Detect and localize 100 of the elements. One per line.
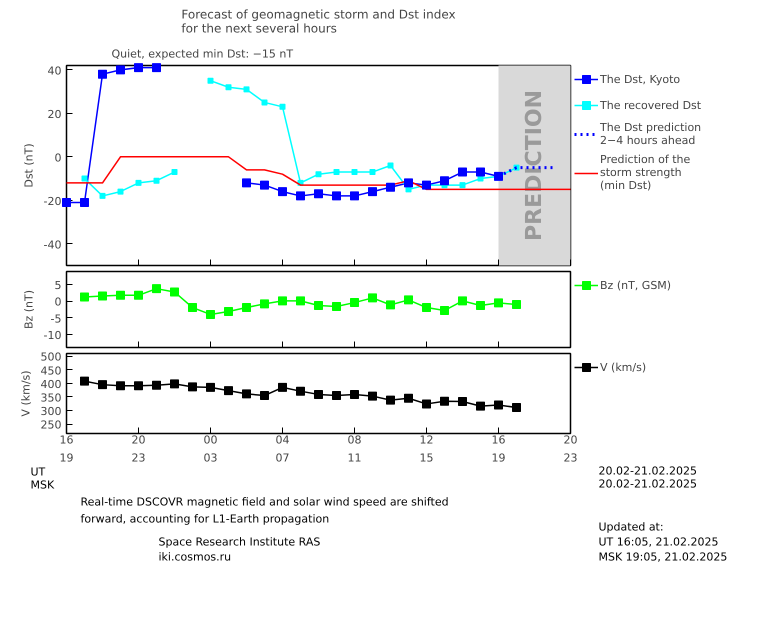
x2-tick-label: 11 [348, 452, 362, 464]
legend-label: The recovered Dst [600, 98, 702, 112]
text: MSK [30, 478, 55, 492]
point [440, 176, 449, 186]
point [278, 382, 287, 392]
point [280, 104, 286, 110]
y-tick-label: -10 [44, 328, 62, 342]
point [134, 290, 143, 300]
y-tick-label: 40 [48, 64, 62, 78]
point [260, 180, 269, 190]
y-tick-label: 0 [54, 296, 62, 309]
point [458, 296, 467, 306]
point [116, 381, 125, 390]
point [296, 296, 305, 306]
point [316, 171, 322, 178]
point [422, 399, 431, 408]
x2-tick-label: 23 [564, 452, 578, 464]
point [98, 291, 107, 300]
x-tick-label: 08 [348, 434, 362, 446]
point [476, 402, 485, 411]
point [278, 187, 287, 196]
point [512, 300, 521, 310]
point [314, 189, 323, 198]
point [154, 178, 160, 184]
y-tick-label: 450 [40, 364, 62, 378]
point [332, 302, 341, 312]
point [296, 191, 305, 200]
x-tick-label: 16 [60, 434, 74, 446]
chart-title: Forecast of geomagnetic storm and Dst index for the next several hours [181, 8, 456, 36]
point [152, 284, 161, 294]
point [134, 381, 143, 390]
point [368, 293, 377, 302]
y-tick-label: 350 [40, 391, 62, 404]
y-tick-label: 500 [40, 350, 62, 364]
point [296, 386, 305, 396]
legend-label: Bz (nT, GSM) [600, 278, 672, 292]
point [334, 169, 340, 176]
y-tick-label: -5 [50, 312, 62, 326]
text: Quiet, expected min Dst: −15 nT [112, 48, 294, 60]
y-tick-label: 400 [40, 378, 62, 391]
y-axis-title: Dst (nT) [22, 143, 36, 188]
point [476, 301, 485, 310]
band-label: PREDICTION [522, 90, 547, 241]
point [422, 303, 431, 312]
x2-tick-label: 07 [276, 452, 290, 464]
text: UT 16:05, 21.02.2025 [598, 536, 718, 548]
point [134, 63, 143, 72]
point [404, 178, 413, 188]
point [460, 182, 466, 188]
point [224, 386, 233, 396]
point [368, 392, 377, 401]
x-tick-label: 20 [564, 434, 578, 446]
y-tick-label: 0 [54, 151, 62, 164]
point [350, 298, 359, 308]
point [82, 176, 88, 182]
legend-label: The Dst prediction 2−4 hours ahead [600, 121, 702, 147]
text: UT [30, 466, 46, 478]
point [242, 389, 251, 398]
point [386, 300, 395, 310]
y-tick-label: 300 [40, 404, 62, 418]
point [350, 191, 359, 200]
point [80, 376, 89, 386]
point [244, 86, 250, 92]
y-axis-title: V (km/s) [20, 370, 33, 417]
point [242, 178, 251, 188]
point [314, 301, 323, 310]
point [512, 402, 521, 412]
point [226, 84, 232, 90]
x-tick-label: 20 [132, 434, 146, 446]
point [62, 198, 71, 207]
point [116, 290, 125, 300]
text: Real-time DSCOVR magnetic field and solar wind speed are shifted forward, accounting for L1-Earth propagation [80, 496, 449, 526]
point [208, 78, 214, 84]
point [116, 65, 125, 74]
x-tick-label: 16 [492, 434, 506, 446]
point [80, 198, 89, 207]
point [314, 390, 323, 399]
point [80, 292, 89, 302]
point [206, 382, 215, 392]
point [476, 168, 485, 177]
point [152, 380, 161, 390]
x2-tick-label: 23 [132, 452, 146, 464]
point [332, 391, 341, 400]
point [440, 306, 449, 315]
x-tick-label: 00 [204, 434, 218, 446]
x-tick-label: 04 [276, 434, 290, 446]
point [170, 379, 179, 388]
x2-tick-label: 19 [60, 452, 74, 464]
point [98, 70, 107, 79]
point [440, 396, 449, 406]
legend-label: The Dst, Kyoto [600, 72, 680, 86]
point [350, 390, 359, 399]
legend-label: V (km/s) [600, 360, 646, 374]
x2-tick-label: 19 [492, 452, 506, 464]
point [388, 162, 394, 168]
y-tick-label: 5 [54, 279, 62, 292]
legend-label: Prediction of the storm strength (min Dst) [600, 153, 690, 192]
point [262, 99, 268, 106]
point [98, 380, 107, 390]
point [332, 191, 341, 200]
